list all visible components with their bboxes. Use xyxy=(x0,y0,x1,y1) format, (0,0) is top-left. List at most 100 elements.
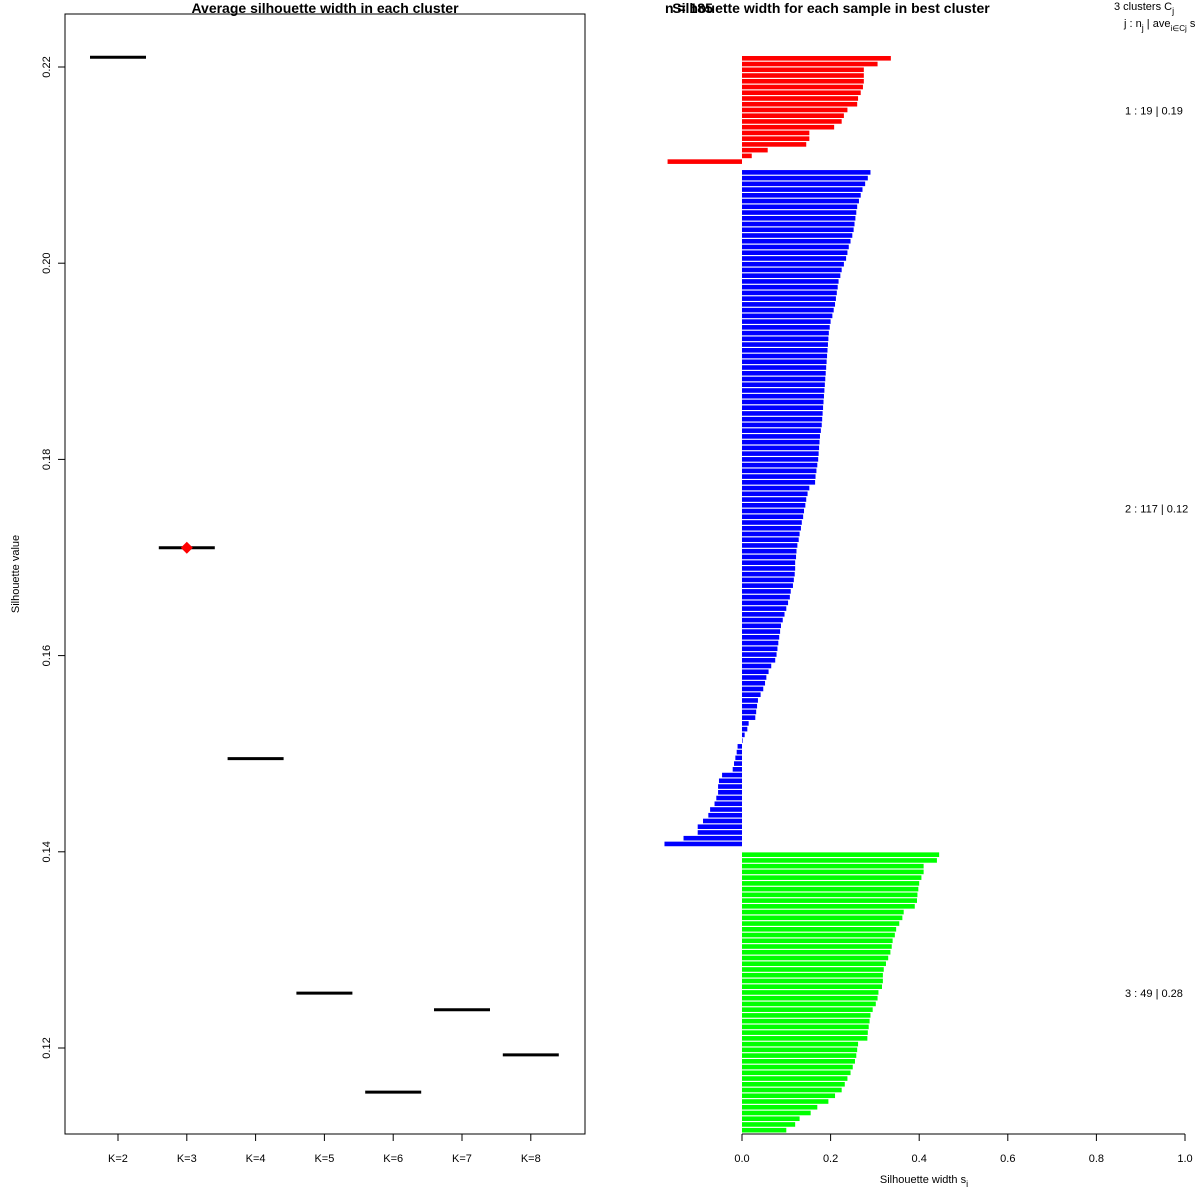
right-x-tick-label: 0.0 xyxy=(734,1153,749,1165)
silhouette-bar-cluster-2 xyxy=(742,411,823,416)
silhouette-bar-cluster-3 xyxy=(742,881,920,886)
silhouette-bar-cluster-2 xyxy=(742,434,820,439)
silhouette-bar-cluster-2 xyxy=(742,703,758,709)
silhouette-bar-cluster-2 xyxy=(742,422,822,428)
silhouette-bar-cluster-2 xyxy=(742,531,800,537)
right-x-tick-label: 0.4 xyxy=(912,1153,927,1165)
silhouette-bar-cluster-3 xyxy=(742,863,924,869)
left-x-tick-label: K=3 xyxy=(177,1153,197,1165)
silhouette-bar-cluster-2 xyxy=(742,457,819,462)
silhouette-bar-cluster-3 xyxy=(742,1087,842,1093)
silhouette-bar-cluster-2 xyxy=(742,307,834,313)
silhouette-bar-cluster-2 xyxy=(742,537,799,543)
silhouette-bar-cluster-2 xyxy=(742,393,824,399)
silhouette-bar-cluster-2 xyxy=(742,669,769,675)
left-plot-frame xyxy=(64,13,586,1135)
silhouette-bar-cluster-3 xyxy=(742,852,940,857)
silhouette-bar-cluster-2 xyxy=(742,330,829,336)
silhouette-bar-cluster-2 xyxy=(742,325,830,330)
silhouette-bar-cluster-2 xyxy=(742,692,761,697)
silhouette-bar-cluster-2 xyxy=(742,193,861,198)
silhouette-bar-cluster-2 xyxy=(742,313,833,319)
silhouette-bar-cluster-2 xyxy=(708,812,742,818)
silhouette-bar-cluster-2 xyxy=(703,818,742,824)
legend-header-line2: j : nj | avei∈Cj s xyxy=(1123,18,1196,33)
left-x-axis: K=2 K=3 K=4 K=5 K=6 K=7 K=8 xyxy=(108,1133,541,1165)
silhouette-bar-cluster-1 xyxy=(742,67,864,73)
silhouette-bar-cluster-3 xyxy=(742,1007,873,1012)
silhouette-bar-cluster-2 xyxy=(710,807,742,812)
silhouette-bar-cluster-2 xyxy=(742,342,828,347)
silhouette-bar-cluster-2 xyxy=(742,348,828,353)
silhouette-bar-cluster-3 xyxy=(742,1059,855,1064)
silhouette-bar-cluster-2 xyxy=(742,543,798,548)
silhouette-bar-cluster-3 xyxy=(742,1030,868,1035)
silhouette-bar-cluster-3 xyxy=(742,1093,836,1099)
silhouette-bar-cluster-2 xyxy=(742,583,793,588)
silhouette-bar-cluster-3 xyxy=(742,995,878,1001)
silhouette-bar-cluster-2 xyxy=(742,640,779,646)
silhouette-bar-cluster-1 xyxy=(742,113,844,118)
silhouette-bar-cluster-3 xyxy=(742,875,922,880)
silhouette-bar-cluster-2 xyxy=(716,795,742,801)
silhouette-bar-cluster-3 xyxy=(742,886,919,892)
silhouette-bar-cluster-1 xyxy=(742,96,859,101)
silhouette-bar-cluster-2 xyxy=(742,353,828,359)
silhouette-bar-cluster-2 xyxy=(742,175,868,181)
silhouette-bar-cluster-2 xyxy=(742,623,781,629)
cluster-label-3: 3 : 49 | 0.28 xyxy=(1125,988,1183,1000)
silhouette-bar-cluster-3 xyxy=(742,1081,845,1087)
right-x-tick-label: 1.0 xyxy=(1177,1153,1192,1165)
silhouette-bar-cluster-2 xyxy=(742,629,781,634)
silhouette-bar-cluster-1 xyxy=(742,107,848,113)
right-chart: n = 185 Silhouette width for each sample… xyxy=(664,0,1196,1189)
silhouette-bar-cluster-2 xyxy=(742,491,808,497)
silhouette-bar-cluster-2 xyxy=(742,221,855,227)
left-x-tick-label: K=8 xyxy=(521,1153,541,1165)
silhouette-bar-cluster-3 xyxy=(742,1053,857,1058)
silhouette-bar-cluster-3 xyxy=(742,927,897,932)
cluster-label-2: 2 : 117 | 0.12 xyxy=(1125,504,1188,516)
silhouette-bar-cluster-2 xyxy=(742,652,777,657)
left-x-tick-label: K=5 xyxy=(314,1153,334,1165)
silhouette-bar-cluster-3 xyxy=(742,1064,853,1070)
silhouette-bar-cluster-2 xyxy=(742,646,778,652)
left-y-tick-label: 0.18 xyxy=(41,449,53,470)
silhouette-bar-cluster-2 xyxy=(742,606,787,611)
left-y-tick-label: 0.20 xyxy=(41,252,53,273)
silhouette-bar-cluster-1 xyxy=(667,159,742,164)
left-chart-title: Average silhouette width in each cluster xyxy=(191,0,459,16)
silhouette-bar-cluster-3 xyxy=(742,955,889,961)
silhouette-bar-cluster-3 xyxy=(742,990,879,995)
silhouette-bar-cluster-1 xyxy=(742,119,842,124)
silhouette-bar-cluster-3 xyxy=(742,984,882,989)
silhouette-bar-cluster-2 xyxy=(742,256,847,261)
silhouette-bar-cluster-3 xyxy=(742,921,900,926)
silhouette-bar-cluster-3 xyxy=(742,915,903,921)
silhouette-bar-cluster-2 xyxy=(742,566,796,571)
silhouette-bar-cluster-2 xyxy=(742,244,849,250)
left-x-tick-label: K=4 xyxy=(246,1153,266,1165)
silhouette-bar-cluster-2 xyxy=(664,841,742,847)
cluster-labels: 1 : 19 | 0.19 2 : 117 | 0.12 3 : 49 | 0.28 xyxy=(1125,106,1188,1000)
silhouette-bar-cluster-2 xyxy=(742,680,766,686)
right-x-axis: 0.0 0.2 0.4 0.6 0.8 1.0 xyxy=(734,1133,1193,1165)
right-chart-overlap-text: n = 185 xyxy=(665,0,713,16)
silhouette-bar-cluster-3 xyxy=(742,892,918,898)
silhouette-bar-cluster-3 xyxy=(742,1041,859,1047)
left-x-tick-label: K=6 xyxy=(383,1153,403,1165)
silhouette-bar-cluster-2 xyxy=(718,778,742,784)
silhouette-bar-cluster-2 xyxy=(742,514,804,520)
silhouette-bar-cluster-2 xyxy=(683,835,742,841)
silhouette-bar-cluster-2 xyxy=(742,715,756,720)
silhouette-bar-cluster-2 xyxy=(742,738,743,743)
silhouette-bar-cluster-2 xyxy=(736,749,742,755)
right-x-tick-label: 0.6 xyxy=(1000,1153,1015,1165)
left-x-tick-label: K=2 xyxy=(108,1153,128,1165)
silhouette-bar-cluster-1 xyxy=(742,124,835,130)
silhouette-bar-cluster-2 xyxy=(742,439,820,445)
silhouette-bar-cluster-2 xyxy=(742,686,764,692)
cluster-label-1: 1 : 19 | 0.19 xyxy=(1125,106,1183,118)
silhouette-bar-cluster-2 xyxy=(742,635,780,640)
silhouette-bar-cluster-3 xyxy=(742,978,883,984)
